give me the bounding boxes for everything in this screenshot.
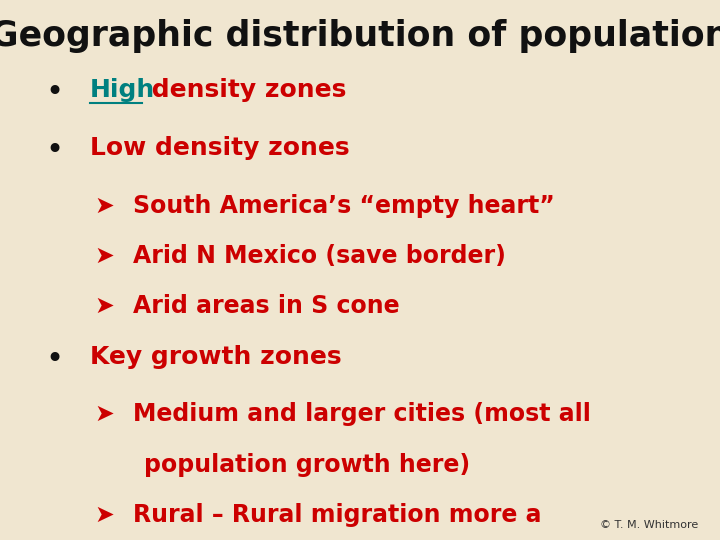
Text: ➤: ➤ (94, 402, 114, 426)
Text: ➤: ➤ (94, 244, 114, 268)
Text: © T. M. Whitmore: © T. M. Whitmore (600, 520, 698, 530)
Text: Arid N Mexico (save border): Arid N Mexico (save border) (133, 244, 506, 268)
Text: ➤: ➤ (94, 194, 114, 218)
Text: ➤: ➤ (94, 294, 114, 318)
Text: Medium and larger cities (most all: Medium and larger cities (most all (133, 402, 591, 426)
Text: Rural – Rural migration more a: Rural – Rural migration more a (133, 503, 541, 526)
Text: Arid areas in S cone: Arid areas in S cone (133, 294, 400, 318)
Text: High: High (90, 78, 156, 102)
Text: ➤: ➤ (94, 503, 114, 526)
Text: •: • (45, 78, 63, 107)
Text: •: • (45, 345, 63, 374)
Text: Geographic distribution of population: Geographic distribution of population (0, 19, 720, 53)
Text: •: • (45, 136, 63, 165)
Text: Key growth zones: Key growth zones (90, 345, 341, 368)
Text: density zones: density zones (143, 78, 346, 102)
Text: Low density zones: Low density zones (90, 136, 350, 160)
Text: South America’s “empty heart”: South America’s “empty heart” (133, 194, 555, 218)
Text: population growth here): population growth here) (144, 453, 470, 476)
